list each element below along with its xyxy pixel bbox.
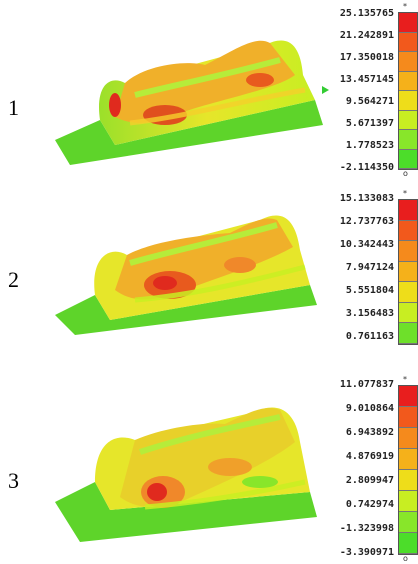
legend-value: 0.761163 [345, 331, 394, 342]
colorbar-segment [399, 407, 417, 428]
colorbar-segment [399, 91, 417, 111]
colorbar-segment [399, 428, 417, 449]
legend-value: 4.876919 [345, 451, 394, 462]
panel-3: 3 11.077837 9.010864 6.943892 4.876919 2… [0, 372, 418, 564]
colorbar-bottom-mark: o [403, 554, 408, 563]
colorbar-segment [399, 32, 417, 52]
colorbar-segment [399, 302, 417, 324]
surface-streak [134, 57, 281, 98]
stress-hotspot [224, 257, 256, 273]
legend-values: 11.077837 9.010864 6.943892 4.876919 2.8… [320, 379, 394, 559]
colorbar-segment [399, 110, 417, 130]
legend-value: 10.342443 [339, 239, 394, 250]
colorbar-segment [399, 52, 417, 72]
panel-2: 2 15.133083 12.737763 10.342443 7.947124… [0, 185, 418, 350]
colorbar-segment [399, 449, 417, 470]
colorbar-segment [399, 13, 417, 33]
colorbar-segment [399, 323, 417, 344]
surface-streak [139, 414, 281, 455]
surface-streak [134, 264, 306, 303]
deformation-surface-plot [55, 40, 323, 165]
legend-value: 11.077837 [339, 379, 394, 390]
panel-1: 1 25.135765 21.242891 17.350018 13.45714… [0, 0, 418, 180]
legend-value: -2.114350 [339, 162, 394, 173]
colorbar [398, 199, 418, 345]
legend-value: 21.242891 [339, 30, 394, 41]
stress-hotspot [109, 93, 121, 117]
surface-streak [144, 479, 306, 510]
stress-hotspot [246, 73, 274, 87]
pointer-icon [322, 86, 329, 94]
colorbar-segment [399, 220, 417, 242]
surface-streak [129, 222, 278, 266]
stress-hotspot [147, 483, 167, 501]
colorbar-segment [399, 149, 417, 169]
legend-value: 6.943892 [345, 427, 394, 438]
legend-values: 15.133083 12.737763 10.342443 7.947124 5… [320, 193, 394, 343]
base-flange [55, 482, 317, 542]
deformation-surface-plot [55, 215, 317, 335]
legend-value: 15.133083 [339, 193, 394, 204]
colorbar-segment [399, 386, 417, 407]
legend-value: 9.564271 [345, 96, 394, 107]
colorbar-segment [399, 130, 417, 150]
hat-top [115, 40, 295, 123]
legend-value: 1.778523 [345, 140, 394, 151]
colorbar-segment [399, 282, 417, 303]
colorbar-top-mark: * [403, 375, 407, 384]
colorbar-segment [399, 470, 417, 491]
stress-hotspot [153, 276, 177, 290]
legend-value: -3.390971 [339, 547, 394, 558]
legend-value: 13.457145 [339, 74, 394, 85]
colorbar [398, 385, 418, 555]
legend-value: 5.671397 [345, 118, 394, 129]
legend-values: 25.135765 21.242891 17.350018 13.457145 … [320, 8, 394, 173]
legend-value: -1.323998 [339, 523, 394, 534]
colorbar-segment [399, 491, 417, 512]
panel-label: 2 [8, 267, 19, 292]
deformation-surface-plot [55, 407, 317, 542]
colorbar-top-mark: * [403, 2, 407, 11]
colorbar-segment [399, 241, 417, 262]
colorbar-segment [399, 200, 417, 221]
colorbar-segment [399, 512, 417, 533]
base-flange [55, 100, 323, 165]
colorbar-bottom-mark: o [403, 169, 408, 178]
low-stress-patch [242, 476, 278, 488]
legend-value: 25.135765 [339, 8, 394, 19]
colorbar-segment [399, 71, 417, 91]
stress-hotspot [208, 458, 252, 476]
colorbar [398, 12, 418, 170]
legend-value: 17.350018 [339, 52, 394, 63]
panel-label: 1 [8, 95, 19, 120]
legend-value: 9.010864 [345, 403, 394, 414]
legend-value: 12.737763 [339, 216, 394, 227]
base-flange [55, 285, 317, 335]
colorbar-top-mark: * [403, 189, 407, 198]
legend-value: 3.156483 [345, 308, 394, 319]
legend-value: 7.947124 [345, 262, 394, 273]
panel-label: 3 [8, 468, 19, 493]
colorbar-segment [399, 533, 417, 554]
legend-value: 5.551804 [345, 285, 394, 296]
surface-streak [129, 87, 306, 126]
colorbar-segment [399, 261, 417, 283]
legend-value: 0.742974 [345, 499, 394, 510]
legend-value: 2.809947 [345, 475, 394, 486]
